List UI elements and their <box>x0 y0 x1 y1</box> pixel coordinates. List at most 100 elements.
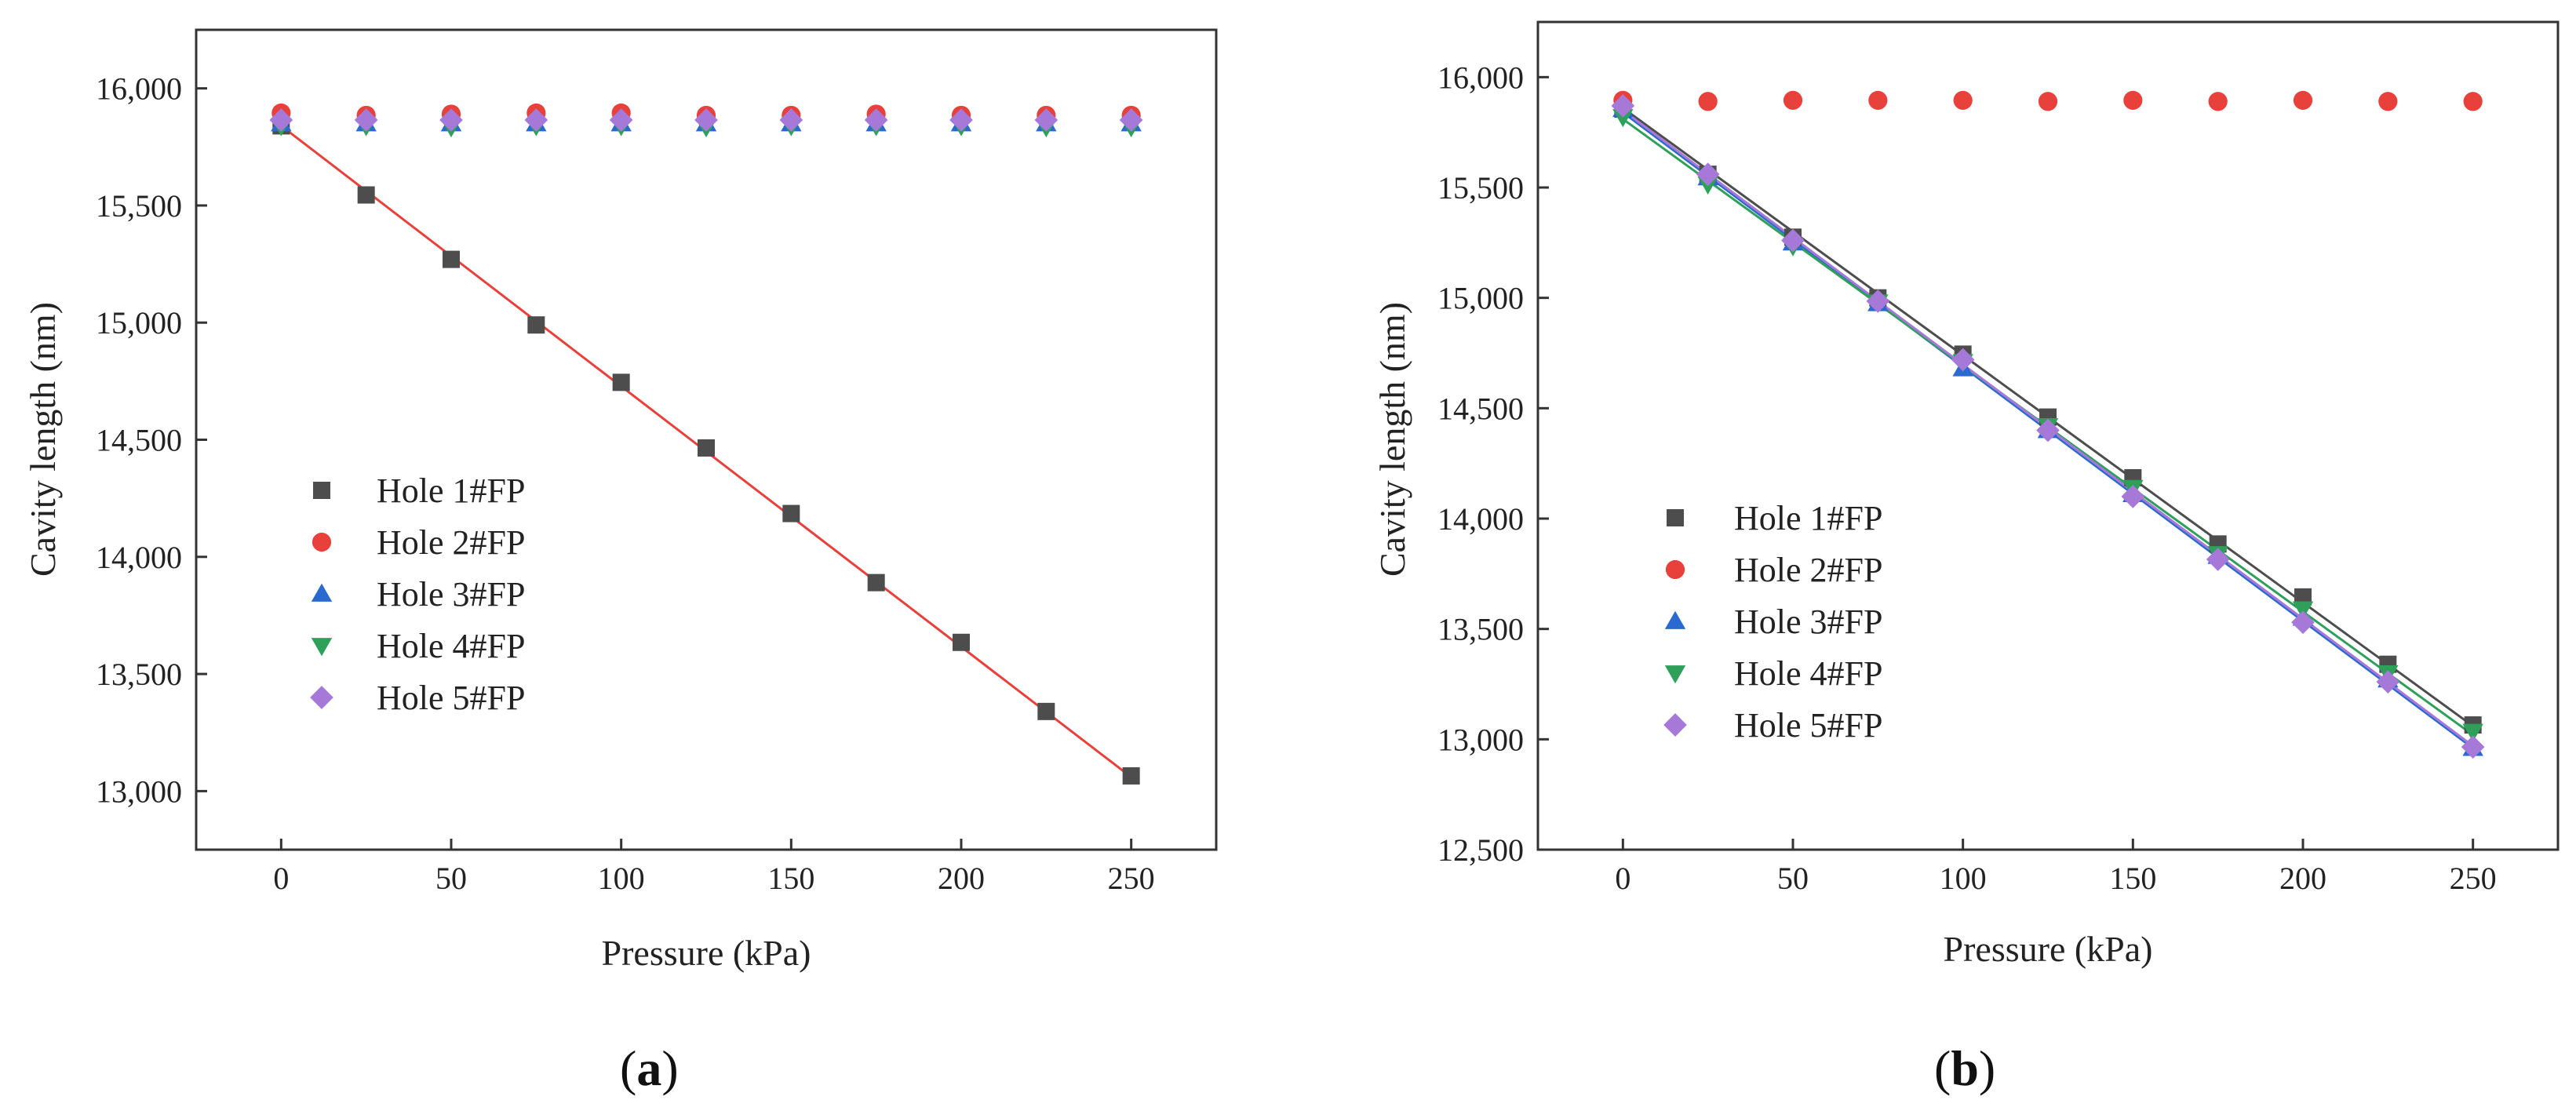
data-point-hole-5-fp <box>524 108 548 132</box>
data-point-hole-1-fp <box>1122 767 1140 785</box>
plot-frame-b <box>1536 20 2560 851</box>
y-tick-label: 13,500 <box>1437 612 1524 647</box>
data-point-hole-2-fp <box>2208 92 2228 111</box>
x-axis-ticks-b: 0 50 100 150 200 250 <box>1615 839 2497 896</box>
x-tick-label: 100 <box>1940 861 1987 896</box>
y-tick-label: 15,500 <box>1437 170 1524 206</box>
data-point-hole-2-fp <box>1953 90 1973 110</box>
data-point-hole-2-fp <box>2293 90 2313 110</box>
x-tick-label: 150 <box>767 861 814 896</box>
x-axis-label-a: Pressure (kPa) <box>602 933 811 973</box>
x-tick-label: 50 <box>435 861 467 896</box>
data-point-hole-5-fp <box>1034 108 1058 132</box>
data-point-hole-5-fp <box>439 108 463 132</box>
data-point-hole-5-fp <box>1119 108 1143 132</box>
data-point-hole-5-fp <box>1611 94 1635 118</box>
legend-marker <box>310 686 333 709</box>
x-tick-label: 0 <box>273 861 289 896</box>
data-point-hole-5-fp <box>2036 418 2060 442</box>
x-tick-label: 250 <box>2450 861 2497 896</box>
panel-label-a: (a) <box>620 1040 679 1096</box>
data-point-hole-1-fp <box>698 439 715 457</box>
y-tick-label: 15,000 <box>96 305 182 340</box>
data-point-hole-4-fp <box>2462 723 2483 742</box>
data-point-hole-5-fp <box>354 108 378 132</box>
legend-label: Hole 3#FP <box>377 575 525 614</box>
data-points-b <box>1611 90 2485 759</box>
legend-b: Hole 1#FP Hole 2#FP Hole 3#FP Hole 4#FP Hole… <box>1663 499 1882 745</box>
data-point-hole-1-fp <box>2294 588 2312 606</box>
y-tick-label: 15,000 <box>1437 281 1524 316</box>
y-tick-label: 13,500 <box>96 657 182 692</box>
data-point-hole-2-fp <box>1698 92 1718 111</box>
data-point-hole-2-fp <box>2378 92 2398 111</box>
legend-marker <box>1667 509 1684 526</box>
data-point-hole-5-fp <box>2291 610 2315 635</box>
data-point-hole-5-fp <box>2376 670 2400 694</box>
data-point-hole-2-fp <box>1783 90 1803 110</box>
x-tick-label: 150 <box>2109 861 2156 896</box>
legend-label: Hole 3#FP <box>1734 603 1882 641</box>
legend-label: Hole 2#FP <box>377 523 525 562</box>
data-point-hole-1-fp <box>1037 702 1055 720</box>
data-point-hole-2-fp <box>1868 90 1888 110</box>
data-point-hole-5-fp <box>2461 735 2485 759</box>
data-point-hole-1-fp <box>867 574 885 592</box>
data-point-hole-5-fp <box>2206 548 2230 571</box>
x-tick-label: 0 <box>1615 861 1630 896</box>
data-point-hole-5-fp <box>269 108 293 132</box>
y-axis-ticks-b: 12,500 13,000 13,500 14,000 14,500 15,000 15,5… <box>1437 60 1549 868</box>
chart-b: 12,500 13,000 13,500 14,000 14,500 15,000 15,5… <box>1372 20 2560 1096</box>
y-tick-label: 13,000 <box>96 774 182 809</box>
y-tick-label: 13,000 <box>1437 722 1524 757</box>
legend-marker <box>1663 713 1687 737</box>
data-point-hole-2-fp <box>2463 92 2483 111</box>
x-axis-label-b: Pressure (kPa) <box>1944 929 2153 969</box>
x-axis-ticks-a: 0 50 100 150 200 250 <box>273 839 1155 896</box>
y-tick-label: 16,000 <box>96 71 182 107</box>
y-tick-label: 12,500 <box>1437 832 1524 868</box>
y-tick-label: 16,000 <box>1437 60 1524 95</box>
y-tick-label: 14,500 <box>96 423 182 458</box>
panel-label-b: (b) <box>1934 1040 1995 1096</box>
data-point-hole-1-fp <box>357 186 375 204</box>
legend-marker <box>1664 610 1686 629</box>
y-tick-label: 14,500 <box>1437 391 1524 426</box>
legend-marker <box>1665 559 1685 580</box>
data-point-hole-1-fp <box>443 250 460 268</box>
data-point-hole-5-fp <box>609 108 633 132</box>
data-point-hole-5-fp <box>1781 228 1805 253</box>
chart-a: 13,000 13,500 14,000 14,500 15,000 15,500 16,0… <box>23 28 1218 1096</box>
legend-marker <box>313 482 330 499</box>
data-point-hole-1-fp <box>612 373 630 391</box>
data-point-hole-5-fp <box>779 108 803 132</box>
legend-a: Hole 1#FP Hole 2#FP Hole 3#FP Hole 4#FP Hole… <box>310 472 525 717</box>
legend-label: Hole 2#FP <box>1734 551 1882 589</box>
data-point-hole-1-fp <box>782 504 800 523</box>
data-point-hole-5-fp <box>1951 348 1975 372</box>
legend-marker <box>311 638 333 657</box>
legend-marker <box>1664 665 1686 684</box>
legend-label: Hole 5#FP <box>377 679 525 717</box>
y-axis-ticks-a: 13,000 13,500 14,000 14,500 15,000 15,500 16,0… <box>96 71 207 809</box>
x-tick-label: 200 <box>2279 861 2326 896</box>
data-point-hole-1-fp <box>953 633 970 651</box>
x-tick-label: 200 <box>938 861 985 896</box>
y-tick-label: 15,500 <box>96 188 182 224</box>
data-point-hole-2-fp <box>2123 90 2143 110</box>
legend-marker <box>312 532 332 552</box>
legend-label: Hole 5#FP <box>1734 706 1882 745</box>
legend-label: Hole 1#FP <box>1734 499 1882 537</box>
data-point-hole-4-fp <box>2292 601 2314 620</box>
data-point-hole-1-fp <box>527 316 545 334</box>
y-axis-label-a: Cavity length (nm) <box>23 302 63 577</box>
x-tick-label: 250 <box>1108 861 1155 896</box>
data-point-hole-5-fp <box>1696 162 1720 186</box>
data-point-hole-2-fp <box>2038 92 2058 111</box>
legend-label: Hole 4#FP <box>377 627 525 665</box>
data-point-hole-5-fp <box>694 108 718 132</box>
data-point-hole-5-fp <box>864 108 888 132</box>
data-point-hole-4-fp <box>1612 109 1634 128</box>
y-tick-label: 14,000 <box>96 540 182 575</box>
